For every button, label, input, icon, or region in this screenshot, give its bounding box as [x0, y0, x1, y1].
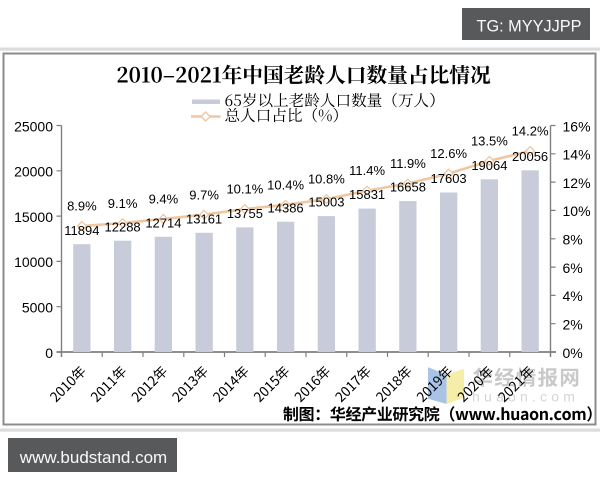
- svg-text:2%: 2%: [563, 317, 583, 333]
- svg-text:12714: 12714: [145, 215, 181, 230]
- svg-text:5000: 5000: [22, 300, 53, 316]
- svg-text:10.1%: 10.1%: [226, 182, 263, 197]
- svg-text:10000: 10000: [14, 254, 53, 270]
- svg-text:6%: 6%: [563, 260, 583, 276]
- svg-text:14.2%: 14.2%: [512, 124, 549, 139]
- svg-text:10%: 10%: [563, 203, 591, 219]
- svg-text:20000: 20000: [14, 164, 53, 180]
- svg-text:0%: 0%: [563, 345, 583, 361]
- svg-text:TG: MYYJJPP: TG: MYYJJPP: [477, 18, 582, 36]
- svg-text:4%: 4%: [563, 288, 583, 304]
- svg-text:www.budstand.com: www.budstand.com: [19, 448, 167, 467]
- svg-text:16%: 16%: [563, 118, 591, 134]
- svg-text:13.5%: 13.5%: [471, 134, 508, 149]
- svg-text:11.4%: 11.4%: [349, 163, 385, 178]
- svg-text:huaon.com: huaon.com: [472, 389, 579, 405]
- svg-text:25000: 25000: [14, 118, 53, 134]
- svg-text:17603: 17603: [431, 171, 467, 186]
- svg-text:14386: 14386: [268, 200, 304, 215]
- svg-text:8.9%: 8.9%: [67, 199, 97, 214]
- svg-text:12.6%: 12.6%: [430, 146, 467, 161]
- svg-text:11.9%: 11.9%: [390, 156, 426, 171]
- svg-text:20056: 20056: [512, 149, 548, 164]
- svg-text:15003: 15003: [308, 195, 344, 210]
- svg-text:14%: 14%: [563, 147, 591, 163]
- svg-text:11894: 11894: [64, 223, 99, 238]
- svg-text:9.4%: 9.4%: [149, 192, 179, 207]
- svg-text:13161: 13161: [186, 211, 222, 226]
- svg-text:0: 0: [45, 345, 53, 361]
- svg-text:19064: 19064: [471, 158, 507, 173]
- svg-text:15000: 15000: [14, 209, 53, 225]
- svg-text:9.7%: 9.7%: [189, 187, 219, 202]
- svg-text:12%: 12%: [563, 175, 591, 191]
- svg-text:15831: 15831: [349, 187, 385, 202]
- svg-text:10.8%: 10.8%: [308, 172, 345, 187]
- svg-text:16658: 16658: [390, 180, 426, 195]
- svg-text:12288: 12288: [105, 219, 141, 234]
- svg-text:13755: 13755: [227, 206, 263, 221]
- svg-text:10.4%: 10.4%: [267, 177, 304, 192]
- svg-text:8%: 8%: [563, 232, 583, 248]
- svg-text:9.1%: 9.1%: [108, 196, 138, 211]
